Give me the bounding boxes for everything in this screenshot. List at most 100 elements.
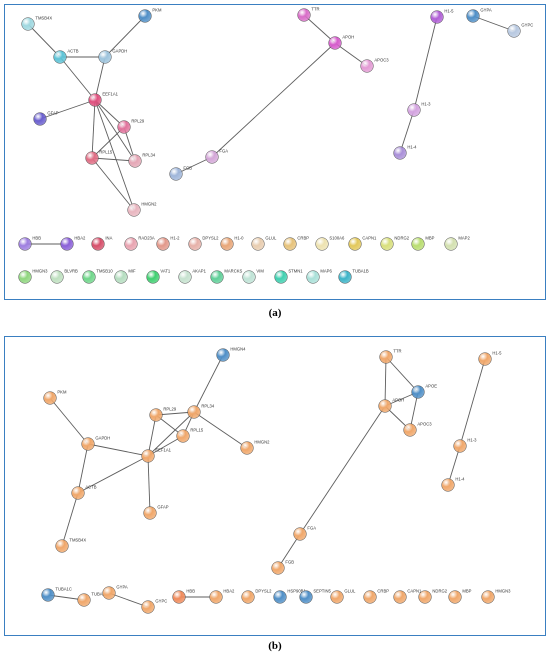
node-CAPN1[interactable]: CAPN1 xyxy=(393,589,422,604)
node-NDRG2[interactable]: NDRG2 xyxy=(380,236,410,251)
node-circle[interactable] xyxy=(411,237,425,251)
node-H1-4[interactable]: H1-4 xyxy=(393,145,418,160)
node-circle[interactable] xyxy=(328,36,342,50)
node-circle[interactable] xyxy=(393,146,407,160)
node-circle[interactable] xyxy=(60,237,74,251)
node-H1-2[interactable]: H1-2 xyxy=(156,236,181,251)
node-GAPDH[interactable]: GAPDH xyxy=(81,436,111,451)
node-circle[interactable] xyxy=(21,17,35,31)
node-GFAP[interactable]: GFAP xyxy=(143,505,169,520)
node-circle[interactable] xyxy=(299,590,313,604)
node-CRBP[interactable]: CRBP xyxy=(363,589,390,604)
node-circle[interactable] xyxy=(478,352,492,366)
node-DPYSL2[interactable]: DPYSL2 xyxy=(241,589,273,604)
node-TTR[interactable]: TTR xyxy=(379,349,402,364)
node-RPL34[interactable]: RPL34 xyxy=(187,404,215,419)
node-circle[interactable] xyxy=(188,237,202,251)
node-S100A6[interactable]: S100A6 xyxy=(315,236,345,251)
node-CRBP[interactable]: CRBP xyxy=(283,236,310,251)
node-circle[interactable] xyxy=(169,167,183,181)
node-TUBA1C[interactable]: TUBA1C xyxy=(41,587,72,602)
node-VIM[interactable]: VIM xyxy=(242,269,265,284)
node-RAD23A[interactable]: RAD23A xyxy=(124,236,155,251)
node-circle[interactable] xyxy=(124,237,138,251)
node-circle[interactable] xyxy=(209,590,223,604)
node-GYPA[interactable]: GYPA xyxy=(466,8,492,23)
node-FGA[interactable]: FGA xyxy=(205,149,229,164)
node-APOC3[interactable]: APOC3 xyxy=(403,422,433,437)
node-circle[interactable] xyxy=(18,237,32,251)
node-circle[interactable] xyxy=(330,590,344,604)
node-RPL34[interactable]: RPL34 xyxy=(128,153,156,168)
node-circle[interactable] xyxy=(210,270,224,284)
node-circle[interactable] xyxy=(466,9,480,23)
node-circle[interactable] xyxy=(418,590,432,604)
node-ACTB[interactable]: ACTB xyxy=(53,49,79,64)
node-FGB[interactable]: FGB xyxy=(271,560,295,575)
node-MIF[interactable]: MIF xyxy=(114,269,136,284)
node-circle[interactable] xyxy=(271,561,285,575)
node-HMGN3[interactable]: HMGN3 xyxy=(18,269,49,284)
node-circle[interactable] xyxy=(441,478,455,492)
node-MBP[interactable]: MBP xyxy=(448,589,472,604)
node-H1-5[interactable]: H1-5 xyxy=(478,351,503,366)
node-APOC3[interactable]: APOC3 xyxy=(360,58,390,73)
node-circle[interactable] xyxy=(448,590,462,604)
node-circle[interactable] xyxy=(114,270,128,284)
node-circle[interactable] xyxy=(360,59,374,73)
node-HMGN3[interactable]: HMGN3 xyxy=(481,589,512,604)
node-FGB[interactable]: FGB xyxy=(169,166,193,181)
node-STMN1[interactable]: STMN1 xyxy=(274,269,304,284)
node-GLUL[interactable]: GLUL xyxy=(251,236,277,251)
node-PKM[interactable]: PKM xyxy=(43,390,67,405)
node-HBA2[interactable]: HBA2 xyxy=(209,589,235,604)
node-circle[interactable] xyxy=(55,539,69,553)
node-EEF1A1[interactable]: EEF1A1 xyxy=(141,448,172,463)
node-TUBA1B[interactable]: TUBA1B xyxy=(338,269,369,284)
node-BLVRB[interactable]: BLVRB xyxy=(50,269,78,284)
node-circle[interactable] xyxy=(481,590,495,604)
node-circle[interactable] xyxy=(453,439,467,453)
node-ACTB[interactable]: ACTB xyxy=(71,485,97,500)
node-MAP6[interactable]: MAP6 xyxy=(306,269,333,284)
node-GLUL[interactable]: GLUL xyxy=(330,589,356,604)
node-circle[interactable] xyxy=(378,399,392,413)
node-H1-3[interactable]: H1-3 xyxy=(407,102,432,117)
node-HMGN4[interactable]: HMGN4 xyxy=(216,347,247,362)
node-circle[interactable] xyxy=(176,429,190,443)
node-APOE[interactable]: APOE xyxy=(411,384,438,399)
node-HSP90B1[interactable]: HSP90B1 xyxy=(273,589,307,604)
node-circle[interactable] xyxy=(430,10,444,24)
node-circle[interactable] xyxy=(220,237,234,251)
node-circle[interactable] xyxy=(18,270,32,284)
node-FGA[interactable]: FGA xyxy=(293,526,317,541)
node-RPL15[interactable]: RPL15 xyxy=(85,150,113,165)
node-circle[interactable] xyxy=(444,237,458,251)
node-circle[interactable] xyxy=(50,270,64,284)
node-circle[interactable] xyxy=(149,408,163,422)
node-APOH[interactable]: APOH xyxy=(378,398,405,413)
node-H1-3[interactable]: H1-3 xyxy=(453,438,478,453)
node-circle[interactable] xyxy=(205,150,219,164)
node-HBB[interactable]: HBB xyxy=(172,589,196,604)
node-circle[interactable] xyxy=(338,270,352,284)
node-circle[interactable] xyxy=(306,270,320,284)
node-circle[interactable] xyxy=(274,270,288,284)
node-circle[interactable] xyxy=(88,93,102,107)
node-circle[interactable] xyxy=(348,237,362,251)
node-TMSB10[interactable]: TMSB10 xyxy=(82,269,114,284)
node-circle[interactable] xyxy=(187,405,201,419)
node-circle[interactable] xyxy=(81,437,95,451)
node-circle[interactable] xyxy=(85,151,99,165)
node-circle[interactable] xyxy=(53,50,67,64)
node-circle[interactable] xyxy=(146,270,160,284)
node-NDRG2[interactable]: NDRG2 xyxy=(418,589,448,604)
node-circle[interactable] xyxy=(393,590,407,604)
node-circle[interactable] xyxy=(403,423,417,437)
node-circle[interactable] xyxy=(98,50,112,64)
node-TMSB4X[interactable]: TMSB4X xyxy=(21,16,53,31)
node-SEPTIN5[interactable]: SEPTIN5 xyxy=(299,589,332,604)
node-H1-0[interactable]: H1-0 xyxy=(220,236,245,251)
node-PKM[interactable]: PKM xyxy=(138,8,162,23)
node-GYPC[interactable]: GYPC xyxy=(141,599,168,614)
